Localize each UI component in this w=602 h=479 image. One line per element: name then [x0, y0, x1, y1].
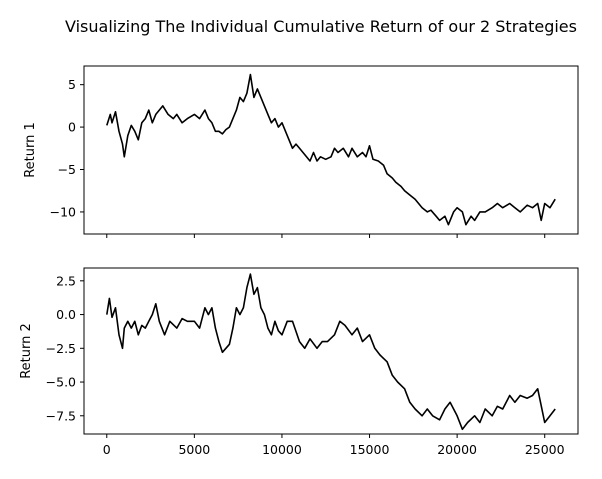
return-2-y-tick-label: 0.0 [56, 307, 76, 322]
return-2-y-tick-label: 2.5 [56, 273, 76, 288]
return-2-x-tick-label: 5000 [178, 442, 210, 457]
return-2-x-ticks: 0 5000 10000 15000 20000 25000 [103, 434, 565, 457]
return-1-y-tick-label: −10 [50, 204, 76, 219]
return-2-x-tick-label: 10000 [262, 442, 302, 457]
return-1-plot-frame [83, 65, 579, 235]
return-2-x-tick-label: 20000 [437, 442, 477, 457]
figure-title: Visualizing The Individual Cumulative Re… [65, 17, 577, 36]
return-2-y-tick-label: −5.0 [46, 375, 76, 390]
return-1-y-axis-label: Return 1 [23, 122, 38, 178]
return-1-series-line [106, 73, 556, 226]
return-2-x-tick-label: 15000 [350, 442, 390, 457]
return-1-panel: 5 0 −5 −10 Return 1 [23, 65, 579, 238]
return-1-y-tick-label: −5 [58, 162, 76, 177]
return-2-y-tick-label: −7.5 [46, 408, 76, 423]
return-1-y-tick-label: 5 [68, 77, 76, 92]
return-1-x-ticks [106, 234, 546, 238]
return-2-plot-frame [83, 267, 579, 435]
return-2-x-tick-label: 25000 [525, 442, 565, 457]
return-1-y-ticks: 5 0 −5 −10 [50, 77, 84, 219]
return-2-series-line [106, 273, 556, 431]
return-2-y-tick-label: −2.5 [46, 341, 76, 356]
return-1-y-tick-label: 0 [68, 120, 76, 135]
return-2-y-ticks: 2.5 0.0 −2.5 −5.0 −7.5 [46, 273, 84, 423]
return-2-panel: 0 5000 10000 15000 20000 25000 2.5 0.0 −2.5 −5.0… [19, 267, 579, 457]
return-2-x-tick-label: 0 [103, 442, 111, 457]
return-2-y-axis-label: Return 2 [19, 323, 34, 379]
